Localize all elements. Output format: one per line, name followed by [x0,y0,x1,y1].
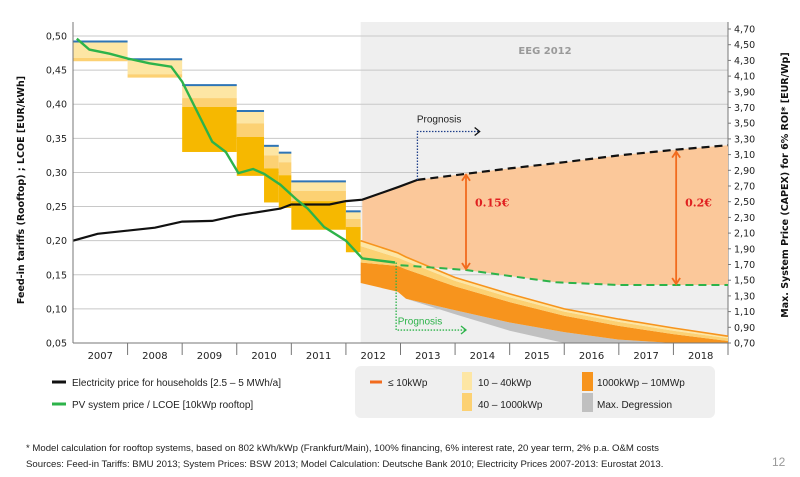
left-tick-label: 0,30 [46,168,67,179]
pv-price-line [76,37,396,264]
right-tick-label: 2,70 [734,182,755,193]
right-tick-label: 2,10 [734,229,755,240]
x-tick-label: 2008 [142,351,167,362]
fit-band-40-1000kwp [278,162,292,176]
legend-10-40kwp-label: 10 – 40kWp [478,378,532,389]
right-tick-label: 1,50 [734,276,755,287]
right-tick-label: 4,50 [734,40,755,51]
right-tick-label: 3,90 [734,87,755,98]
right-tick-label: 3,10 [734,150,755,161]
gap-label: 0.2€ [685,197,712,210]
electricity-prognosis-marker [416,130,480,180]
x-tick-label: 2011 [306,351,331,362]
page-number: 12 [772,455,786,469]
fit-band-10-40kwp [345,211,361,219]
legend-10-40kwp-swatch [462,372,472,390]
right-tick-label: 2,90 [734,166,755,177]
arrow-right-icon [474,127,481,137]
right-tick-label: 2,50 [734,197,755,208]
fit-band-10-40kwp [278,152,292,163]
footnote: * Model calculation for rooftop systems,… [26,443,659,454]
x-tick-label: 2015 [524,351,549,362]
fit-band-10-40kwp [264,145,279,156]
price-gap-area [362,145,728,285]
legend-box [355,366,715,418]
left-tick-label: 0,15 [46,270,67,281]
right-tick-label: 0,90 [734,323,755,334]
legend-max-degression-swatch [582,393,593,412]
gap-label: 0.15€ [475,197,510,210]
x-tick-label: 2016 [579,351,604,362]
chart: EEG 2012 0,05 0,10 0,15 0,20 0,25 0,30 0,35 0,40… [16,22,791,418]
fit-band-large [291,201,346,230]
left-tick-label: 0,20 [46,236,67,247]
right-tick-label: 1,10 [734,307,755,318]
fit-band-40-1000kwp [73,57,128,62]
fit-band-10-40kwp [291,181,346,191]
right-tick-label: 2,30 [734,213,755,224]
legend-10kwp-label: ≤ 10kWp [388,378,428,389]
arrow-right-icon [460,325,468,335]
fit-band-10-40kwp [182,85,237,99]
left-tick-label: 0,40 [46,100,67,111]
pv-prognosis-marker [395,262,466,331]
x-tick-label: 2009 [197,351,222,362]
left-tick-label: 0,25 [46,202,67,213]
fit-band-40-1000kwp [127,74,183,78]
pv-prognosis-label: Prognosis [398,317,442,328]
eeg-region-label: EEG 2012 [518,46,571,57]
fit-band-large [182,106,237,152]
left-tick-label: 0,45 [46,66,67,77]
legend-1000kwp-10mwp-swatch [582,372,593,391]
fit-band-large [264,168,279,203]
arrow-heads-icon [671,149,681,286]
arrow-heads-icon [461,173,471,271]
fit-band-40-1000kwp [291,190,346,202]
fit-prognosis-10kwp-line [360,239,729,337]
left-tick-label: 0,10 [46,304,67,315]
right-tick-label: 3,50 [734,119,755,130]
sources-note: Sources: Feed-in Tariffs: BMU 2013; Syst… [26,459,664,470]
electricity-price-prognosis-line [417,144,729,181]
right-tick-label: 4,30 [734,56,755,67]
right-tick-label: 1,70 [734,260,755,271]
x-tick-label: 2014 [470,351,495,362]
fit-band-10-40kwp [127,59,183,75]
fit-band-10-40kwp [236,111,265,124]
electricity-prognosis-label: Prognosis [417,115,461,126]
right-tick-label: 3,30 [734,134,755,145]
max-degression-band [360,283,728,343]
legend-40-1000kwp-swatch [462,393,472,411]
fit-band-40-1000kwp [345,218,361,228]
right-axis-title: Max. System Price (CAPEX) for 6% ROI* [E… [780,52,791,317]
left-tick-label: 0,35 [46,134,67,145]
fit-band-40-1000kwp [182,98,237,107]
x-tick-label: 2007 [88,351,113,362]
x-tick-label: 2017 [633,351,658,362]
x-tick-label: 2018 [688,351,713,362]
legend-pv-label: PV system price / LCOE [10kWp rooftop] [72,400,253,411]
fit-prognosis-1000kwp-10mwp-band [360,262,728,343]
legend-max-degression-label: Max. Degression [597,400,672,411]
right-tick-label: 1,90 [734,244,755,255]
fit-band-large [278,175,292,208]
left-tick-label: 0,50 [46,32,67,43]
x-tick-label: 2013 [415,351,440,362]
fit-band-40-1000kwp [264,155,279,169]
left-tick-label: 0,05 [46,339,67,350]
electricity-price-line [72,178,418,242]
fit-band-40-1000kwp [236,123,265,137]
right-tick-label: 1,30 [734,291,755,302]
right-tick-label: 3,70 [734,103,755,114]
x-tick-label: 2010 [251,351,276,362]
pv-price-prognosis-line [400,264,728,286]
right-tick-label: 4,70 [734,25,755,36]
legend-1000kwp-10mwp-label: 1000kWp – 10MWp [597,378,685,389]
left-axis-title: Feed-in tariffs (Rooftop) ; LCOE [EUR/kW… [16,76,27,304]
legend-40-1000kwp-label: 40 – 1000kWp [478,400,543,411]
x-tick-label: 2012 [360,351,385,362]
legend-electricity-label: Electricity price for households [2.5 – … [72,378,281,389]
right-tick-label: 0,70 [734,339,755,350]
right-tick-label: 4,10 [734,72,755,83]
